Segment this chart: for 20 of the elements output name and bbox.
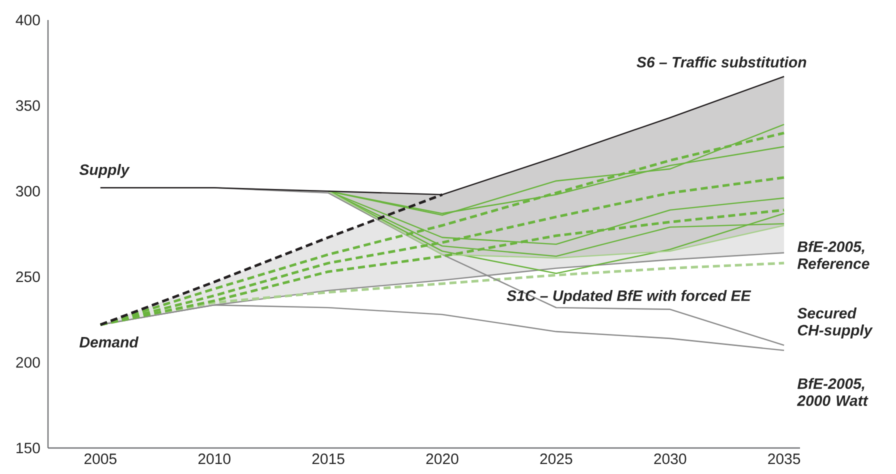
y-tick-label: 150 bbox=[16, 442, 40, 454]
x-tick-label: 2025 bbox=[540, 454, 572, 464]
y-tick-label: 250 bbox=[16, 271, 40, 282]
y-tick-label: 300 bbox=[16, 186, 40, 197]
annotation: S6 – Traffic substitution bbox=[636, 56, 806, 68]
y-tick-label: 350 bbox=[16, 100, 40, 111]
annotation: BfE-2005, 2000 Watt bbox=[796, 378, 868, 406]
x-tick-label: 2010 bbox=[198, 454, 230, 464]
annotation: Secured CH-supply bbox=[797, 308, 873, 338]
x-tick-label: 2035 bbox=[768, 454, 800, 464]
annotation: Demand bbox=[79, 336, 139, 348]
x-tick-label: 2030 bbox=[654, 454, 686, 464]
x-tick-label: 2005 bbox=[84, 454, 116, 464]
x-tick-label: 2020 bbox=[426, 454, 458, 464]
y-tick-label: 200 bbox=[16, 357, 40, 368]
annotation: S1C – Updated BfE with forced EE bbox=[506, 290, 752, 304]
annotation: BfE-2005, Reference bbox=[797, 240, 870, 269]
x-tick-label: 2015 bbox=[312, 454, 344, 464]
annotation: Supply bbox=[79, 164, 130, 178]
y-tick-label: 400 bbox=[16, 14, 40, 26]
